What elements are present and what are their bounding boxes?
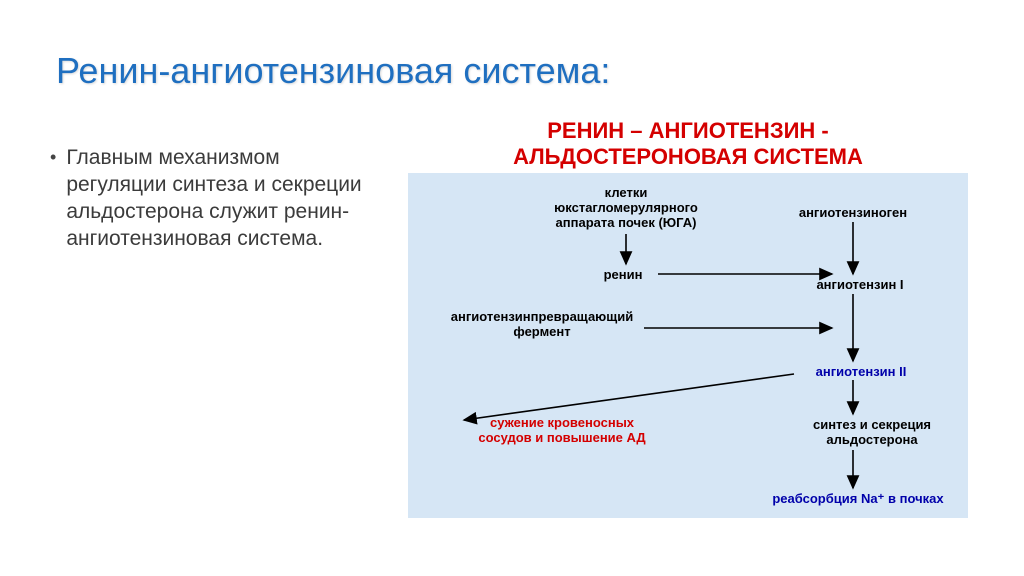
node-reabs: реабсорбция Na⁺ в почках xyxy=(748,492,968,507)
diagram-title-line1: РЕНИН – АНГИОТЕНЗИН - xyxy=(547,118,829,143)
node-jga: клетки юкстагломерулярного аппарата поче… xyxy=(536,186,716,231)
node-angnogen: ангиотензиноген xyxy=(778,206,928,221)
node-ace: ангиотензинпревращающий фермент xyxy=(432,310,652,340)
bullet-text: Главным механизмом регуляции синтеза и с… xyxy=(66,145,370,253)
bullet-block: • Главным механизмом регуляции синтеза и… xyxy=(50,145,370,253)
node-renin: ренин xyxy=(588,268,658,283)
node-ang1: ангиотензин I xyxy=(800,278,920,293)
raas-diagram: РЕНИН – АНГИОТЕНЗИН - АЛЬДОСТЕРОНОВАЯ СИ… xyxy=(408,118,968,518)
node-vaso: сужение кровеносных сосудов и повышение … xyxy=(452,416,672,446)
slide-title: Ренин-ангиотензиновая система: xyxy=(56,50,610,92)
node-ang2: ангиотензин II xyxy=(796,365,926,380)
bullet-marker: • xyxy=(50,148,56,253)
diagram-title: РЕНИН – АНГИОТЕНЗИН - АЛЬДОСТЕРОНОВАЯ СИ… xyxy=(408,118,968,170)
node-aldo: синтез и секреция альдостерона xyxy=(792,418,952,448)
diagram-title-line2: АЛЬДОСТЕРОНОВАЯ СИСТЕМА xyxy=(513,144,863,169)
